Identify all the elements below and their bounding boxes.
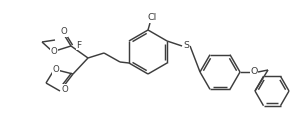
Text: Cl: Cl bbox=[147, 13, 157, 22]
Text: O: O bbox=[250, 67, 258, 77]
Text: S: S bbox=[183, 42, 189, 50]
Text: O: O bbox=[62, 84, 69, 94]
Text: O: O bbox=[51, 47, 57, 57]
Text: O: O bbox=[61, 27, 67, 37]
Text: F: F bbox=[76, 40, 81, 50]
Text: O: O bbox=[53, 65, 59, 74]
